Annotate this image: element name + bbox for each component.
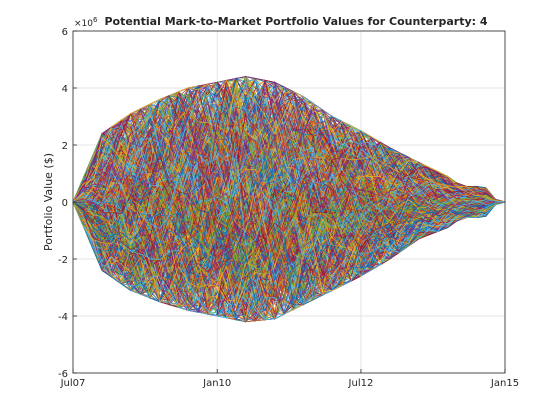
simulated-paths <box>72 75 506 323</box>
path-line <box>72 82 506 203</box>
path-line <box>72 173 506 274</box>
path-line <box>72 184 506 288</box>
path-line <box>72 76 506 203</box>
y-exponent-base: ×10 <box>74 19 93 29</box>
path-line <box>72 201 506 321</box>
path-line <box>72 116 506 255</box>
y-exponent-label: ×106 <box>74 16 98 29</box>
path-line <box>72 79 506 203</box>
y-axis-label: Portfolio Value ($) <box>42 153 55 251</box>
path-line <box>72 104 506 224</box>
y-tick-label: -6 <box>58 369 68 380</box>
y-tick-label: 0 <box>62 198 68 209</box>
path-line <box>72 130 506 255</box>
path-line <box>72 201 506 321</box>
path-line <box>72 119 506 244</box>
chart-title: Potential Mark-to-Market Portfolio Value… <box>104 15 487 28</box>
path-line <box>72 163 506 256</box>
path-line <box>72 138 505 245</box>
path-line <box>72 76 506 209</box>
y-tick-labels: -6 -4 -2 0 2 4 6 <box>58 27 68 380</box>
path-line <box>72 201 506 321</box>
x-tick-label: Jul07 <box>60 378 86 389</box>
x-tick-labels: Jul07 Jan10 Jul12 Jan15 <box>60 378 519 389</box>
path-line <box>72 179 506 315</box>
path-line <box>73 140 505 240</box>
path-line <box>72 142 506 219</box>
path-line <box>72 130 506 265</box>
y-tick-label: 2 <box>62 141 68 152</box>
path-line <box>72 142 506 247</box>
x-tick-label: Jan10 <box>202 378 231 389</box>
path-line <box>72 184 506 291</box>
path-line <box>72 201 506 321</box>
path-line <box>72 165 506 285</box>
path-line <box>72 156 506 273</box>
y-tick-label: -4 <box>58 312 68 323</box>
path-line <box>72 147 506 246</box>
y-exponent-power: 6 <box>93 16 98 24</box>
x-tick-label: Jul12 <box>348 378 374 389</box>
tick-marks <box>72 30 506 374</box>
y-tick-label: 6 <box>62 27 68 38</box>
path-line <box>72 171 506 231</box>
x-tick-label: Jan15 <box>490 378 519 389</box>
path-line <box>72 167 506 244</box>
path-line <box>72 136 506 232</box>
y-tick-label: 4 <box>62 84 68 95</box>
y-tick-label: -2 <box>58 255 68 266</box>
path-line <box>72 201 506 311</box>
path-line <box>72 193 506 310</box>
